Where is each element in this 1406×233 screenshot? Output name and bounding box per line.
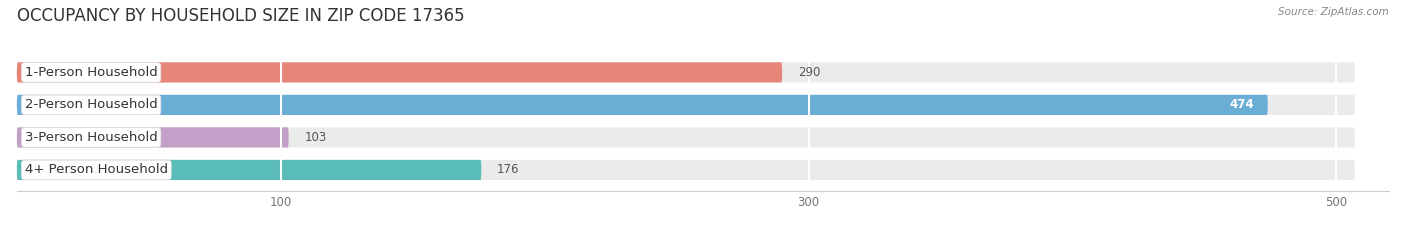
Text: OCCUPANCY BY HOUSEHOLD SIZE IN ZIP CODE 17365: OCCUPANCY BY HOUSEHOLD SIZE IN ZIP CODE … [17, 7, 464, 25]
FancyBboxPatch shape [17, 160, 481, 180]
FancyBboxPatch shape [17, 62, 1355, 82]
FancyBboxPatch shape [17, 127, 288, 147]
FancyBboxPatch shape [17, 95, 1268, 115]
Text: 1-Person Household: 1-Person Household [25, 66, 157, 79]
FancyBboxPatch shape [17, 160, 1355, 180]
Text: 103: 103 [305, 131, 326, 144]
Text: 474: 474 [1230, 98, 1254, 111]
FancyBboxPatch shape [17, 127, 1355, 147]
Text: 3-Person Household: 3-Person Household [25, 131, 157, 144]
FancyBboxPatch shape [17, 62, 782, 82]
Text: Source: ZipAtlas.com: Source: ZipAtlas.com [1278, 7, 1389, 17]
Text: 4+ Person Household: 4+ Person Household [25, 163, 167, 176]
Text: 176: 176 [498, 163, 520, 176]
Text: 290: 290 [799, 66, 820, 79]
Text: 2-Person Household: 2-Person Household [25, 98, 157, 111]
FancyBboxPatch shape [17, 95, 1355, 115]
